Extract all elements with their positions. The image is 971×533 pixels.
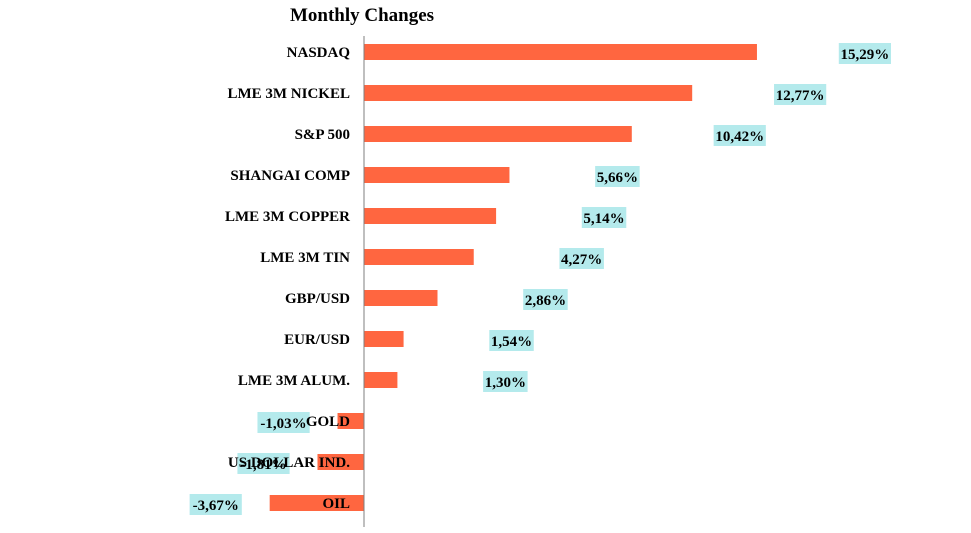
value-label-bg: [483, 371, 528, 392]
value-label-lme-3m-tin: 4,27%: [559, 248, 604, 269]
value-label-oil: -3,67%: [189, 494, 242, 515]
category-label-gold: GOLD: [306, 414, 350, 430]
value-label-text: 1,54%: [491, 334, 532, 350]
value-label-bg: [489, 330, 534, 351]
value-label-us-dollar-ind: -1,81%: [237, 453, 290, 474]
value-label-text: 12,77%: [776, 88, 825, 104]
value-label-bg: [838, 43, 891, 64]
category-label-us-dollar-ind: US DOLLAR IND.: [228, 455, 350, 471]
bar-lme-3m-alum: [364, 372, 398, 388]
value-label-bg: [581, 207, 627, 228]
value-label-lme-3m-copper: 5,14%: [581, 207, 627, 228]
value-label-bg: [523, 289, 568, 310]
bar-eur-usd: [364, 331, 404, 347]
bar-us-dollar-ind: [317, 454, 364, 470]
category-label-oil: OIL: [322, 496, 350, 512]
bar-s-p-500: [364, 126, 632, 142]
value-label-eur-usd: 1,54%: [489, 330, 534, 351]
value-label-text: -1,81%: [240, 457, 286, 473]
bar-shangai-comp: [364, 167, 510, 183]
value-label-gbp-usd: 2,86%: [523, 289, 568, 310]
category-label-nasdaq: NASDAQ: [287, 45, 351, 61]
value-label-text: 5,14%: [583, 211, 624, 227]
category-label-lme-3m-copper: LME 3M COPPER: [225, 209, 350, 225]
value-label-nasdaq: 15,29%: [838, 43, 891, 64]
category-label-shangai-comp: SHANGAI COMP: [230, 168, 350, 184]
bar-oil: [269, 495, 364, 511]
value-label-text: 4,27%: [561, 252, 602, 268]
value-label-lme-3m-nickel: 12,77%: [774, 84, 827, 105]
value-label-bg: [257, 412, 310, 433]
category-label-gbp-usd: GBP/USD: [285, 291, 350, 307]
value-label-text: 1,30%: [485, 375, 526, 391]
category-label-s-p-500: S&P 500: [295, 127, 350, 143]
chart-title: Monthly Changes: [290, 5, 434, 26]
value-label-text: 10,42%: [715, 129, 764, 145]
value-label-shangai-comp: 5,66%: [595, 166, 640, 187]
value-label-lme-3m-alum: 1,30%: [483, 371, 528, 392]
bar-lme-3m-copper: [364, 208, 497, 224]
value-label-text: 2,86%: [525, 293, 566, 309]
value-label-bg: [713, 125, 766, 146]
bar-nasdaq: [364, 44, 757, 60]
value-label-bg: [559, 248, 604, 269]
value-label-bg: [595, 166, 640, 187]
category-label-lme-3m-alum: LME 3M ALUM.: [238, 373, 350, 389]
value-label-bg: [189, 494, 242, 515]
value-label-bg: [774, 84, 827, 105]
value-label-text: -1,03%: [260, 416, 306, 432]
value-label-bg: [237, 453, 290, 474]
category-label-lme-3m-tin: LME 3M TIN: [260, 250, 350, 266]
value-label-s-p-500: 10,42%: [713, 125, 766, 146]
bar-lme-3m-tin: [364, 249, 474, 265]
value-label-text: 15,29%: [841, 47, 890, 63]
value-label-gold: -1,03%: [257, 412, 310, 433]
bar-gbp-usd: [364, 290, 438, 306]
category-label-eur-usd: EUR/USD: [284, 332, 350, 348]
value-label-text: -3,67%: [193, 498, 239, 514]
value-label-text: 5,66%: [597, 170, 638, 186]
bar-gold: [337, 413, 364, 429]
bar-lme-3m-nickel: [364, 85, 693, 101]
category-label-lme-3m-nickel: LME 3M NICKEL: [227, 86, 350, 102]
